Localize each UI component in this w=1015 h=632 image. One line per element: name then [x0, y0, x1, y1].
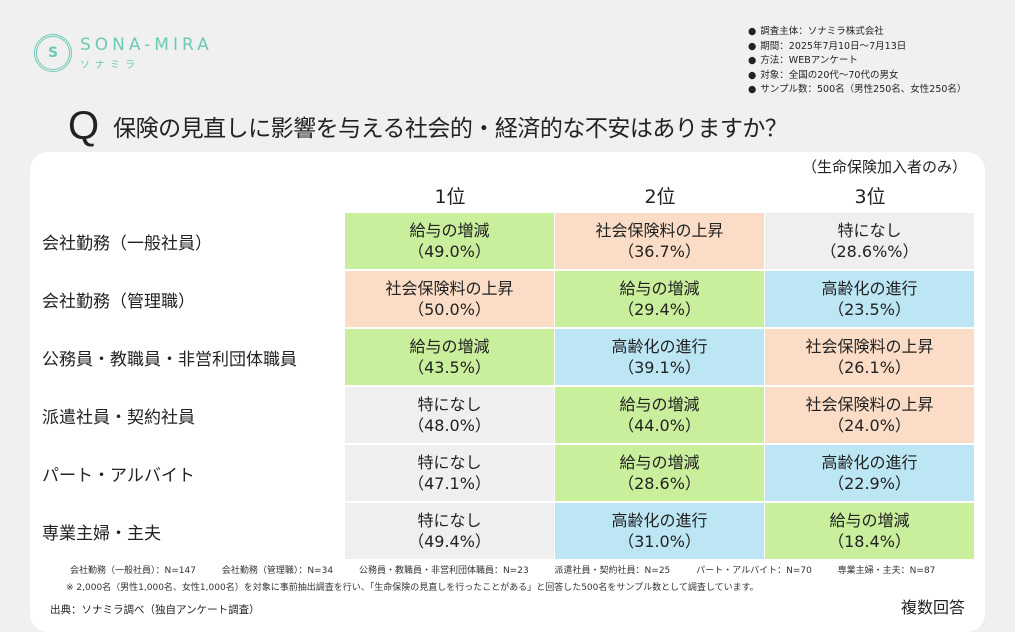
cell-percent: （49.4%） [408, 532, 491, 551]
rank-cell: 給与の増減 （43.5%） [345, 329, 554, 385]
sample-size: 会社勤務（一般社員）：N=147 [70, 566, 196, 576]
sample-size: パート・アルバイト：N=70 [696, 566, 812, 576]
column-header: 3位 [854, 186, 886, 208]
cell-item: 社会保険料の上昇 [595, 221, 724, 240]
info-item: 調査主体：ソナミラ株式会社 [748, 25, 966, 40]
question-heading: Q 保険の見直しに影響を与える社会的・経済的な不安はありますか？ [68, 104, 788, 148]
rank-cell: 社会保険料の上昇 （36.7%） [555, 213, 764, 269]
cell-percent: （48.0%） [408, 416, 491, 435]
cell-item: 給与の増減 [619, 279, 700, 298]
column-header: 1位 [434, 186, 466, 208]
rank-cell: 高齢化の進行 （31.0%） [555, 503, 764, 559]
rank-cell: 高齢化の進行 （23.5%） [765, 271, 974, 327]
cell-percent: （26.1%） [828, 358, 911, 377]
results-card: （生命保険加入者のみ） 1位 2位 3位会社勤務（一般社員） 給与の増減 （49.0… [30, 152, 985, 632]
column-header: 2位 [644, 186, 676, 208]
cell-percent: （28.6%） [618, 474, 701, 493]
sample-sizes: 会社勤務（一般社員）：N=147 会社勤務（管理職）：N=34 公務員・教職員・… [70, 563, 948, 576]
survey-info: 調査主体：ソナミラ株式会社 期間：2025年7月10日～7月13日 方法：WEB… [748, 25, 966, 98]
row-label: 公務員・教職員・非営利団体職員 [42, 350, 297, 370]
q-mark: Q [68, 104, 100, 148]
cell-item: 給与の増減 [619, 395, 700, 414]
question-text: 保険の見直しに影響を与える社会的・経済的な不安はありますか？ [113, 116, 788, 142]
row-label: 会社勤務（一般社員） [42, 234, 212, 254]
cell-item: 給与の増減 [619, 453, 700, 472]
cell-percent: （43.5%） [408, 358, 491, 377]
cell-percent: （23.5%） [828, 300, 911, 319]
logo-en: SONA-MIRA [80, 35, 213, 55]
cell-percent: （39.1%） [618, 358, 701, 377]
cell-item: 社会保険料の上昇 [805, 337, 934, 356]
cell-percent: （50.0%） [408, 300, 491, 319]
rank-cell: 給与の増減 （44.0%） [555, 387, 764, 443]
cell-percent: （31.0%） [618, 532, 701, 551]
row-label: 会社勤務（管理職） [42, 292, 195, 312]
sona-mira-logo: S SONA-MIRA ソナミラ [34, 34, 213, 72]
multiple-answer-label: 複数回答 [900, 598, 965, 617]
cell-item: 特になし [417, 511, 482, 530]
cell-percent: （29.4%） [618, 300, 701, 319]
rank-cell: 特になし （48.0%） [345, 387, 554, 443]
cell-item: 社会保険料の上昇 [805, 395, 934, 414]
rank-cell: 高齢化の進行 （22.9%） [765, 445, 974, 501]
info-item: 対象：全国の20代～70代の男女 [748, 69, 966, 84]
rank-cell: 特になし （49.4%） [345, 503, 554, 559]
rank-cell: 特になし （28.6%%） [765, 213, 974, 269]
logo-mark-icon: S [34, 34, 72, 72]
cell-item: 高齢化の進行 [611, 337, 708, 356]
cell-percent: （18.4%） [828, 532, 911, 551]
sample-size: 公務員・教職員・非営利団体職員：N=23 [358, 566, 529, 576]
row-label: 専業主婦・主夫 [42, 524, 161, 544]
cell-item: 高齢化の進行 [611, 511, 708, 530]
cell-item: 高齢化の進行 [821, 279, 918, 298]
sample-size: 専業主婦・主夫：N=87 [837, 566, 936, 576]
logo-ja: ソナミラ [80, 60, 140, 71]
subnote: （生命保険加入者のみ） [801, 158, 967, 176]
rank-cell: 社会保険料の上昇 （50.0%） [345, 271, 554, 327]
cell-item: 給与の増減 [409, 221, 490, 240]
row-label: パート・アルバイト [42, 466, 195, 486]
footnote: ※ 2,000名（男性1,000名、女性1,000名）を対象に事前抽出調査を行い… [66, 583, 759, 593]
source: 出典：ソナミラ調べ（独自アンケート調査） [50, 604, 260, 616]
sample-size: 会社勤務（管理職）：N=34 [221, 566, 334, 576]
cell-percent: （47.1%） [408, 474, 491, 493]
info-item: 方法：WEBアンケート [748, 54, 966, 69]
cell-item: 給与の増減 [829, 511, 910, 530]
cell-percent: （44.0%） [618, 416, 701, 435]
cell-item: 社会保険料の上昇 [385, 279, 514, 298]
cell-percent: （24.0%） [828, 416, 911, 435]
cell-item: 特になし [837, 221, 902, 240]
cell-percent: （49.0%） [408, 242, 491, 261]
rank-cell: 特になし （47.1%） [345, 445, 554, 501]
cell-percent: （22.9%） [828, 474, 911, 493]
cell-item: 高齢化の進行 [821, 453, 918, 472]
cell-item: 特になし [417, 453, 482, 472]
cell-item: 給与の増減 [409, 337, 490, 356]
rank-cell: 給与の増減 （29.4%） [555, 271, 764, 327]
rank-cell: 社会保険料の上昇 （26.1%） [765, 329, 974, 385]
row-label: 派遣社員・契約社員 [42, 408, 195, 428]
info-item: サンプル数：500名（男性250名、女性250名） [748, 83, 966, 98]
info-item: 期間：2025年7月10日～7月13日 [748, 40, 966, 55]
cell-percent: （36.7%） [618, 242, 701, 261]
rank-cell: 給与の増減 （18.4%） [765, 503, 974, 559]
cell-item: 特になし [417, 395, 482, 414]
rank-cell: 給与の増減 （49.0%） [345, 213, 554, 269]
rank-cell: 社会保険料の上昇 （24.0%） [765, 387, 974, 443]
cell-percent: （28.6%%） [820, 242, 919, 261]
sample-size: 派遣社員・契約社員：N=25 [554, 566, 671, 576]
rank-cell: 高齢化の進行 （39.1%） [555, 329, 764, 385]
rank-cell: 給与の増減 （28.6%） [555, 445, 764, 501]
